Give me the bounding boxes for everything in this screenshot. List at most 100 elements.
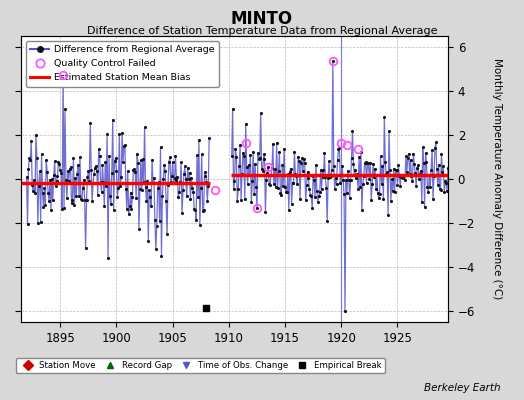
Point (388, 176, 396, 183)
Point (297, 160, 305, 166)
Point (309, 173, 318, 180)
Point (91, 165, 99, 171)
Point (64, 178, 73, 184)
Point (131, 169, 139, 175)
Point (407, 157, 415, 163)
Point (114, 185, 123, 191)
Point (403, 155, 412, 161)
Point (250, 190, 258, 197)
Point (431, 145, 439, 151)
Point (164, 182, 172, 188)
Point (130, 166, 138, 173)
Point (70, 201, 79, 208)
Point (68, 200, 76, 206)
Point (167, 179, 175, 186)
Point (345, 177, 353, 184)
Point (171, 152, 180, 159)
Point (142, 198, 150, 205)
Point (338, 163, 346, 169)
Point (244, 181, 252, 187)
Point (295, 158, 303, 164)
Point (152, 223, 161, 229)
Text: Berkeley Earth: Berkeley Earth (424, 383, 500, 393)
Point (92, 163, 100, 169)
Point (201, 168, 210, 175)
Point (319, 174, 328, 180)
Point (350, 172, 358, 178)
Point (125, 211, 133, 217)
Point (26, 157, 35, 163)
Point (256, 155, 264, 161)
Point (181, 163, 189, 170)
Point (390, 189, 399, 195)
Point (182, 176, 190, 183)
Point (247, 199, 256, 206)
Point (107, 170, 116, 176)
Point (303, 168, 312, 175)
Point (75, 193, 83, 200)
Point (271, 184, 280, 190)
Point (329, 58, 337, 64)
Point (415, 176, 423, 182)
Point (270, 166, 279, 172)
Point (342, 177, 350, 183)
Point (186, 196, 194, 202)
Point (113, 193, 122, 200)
Point (111, 158, 119, 164)
Point (355, 154, 363, 161)
Point (239, 153, 248, 160)
Point (156, 218, 164, 224)
Point (82, 197, 91, 204)
Point (301, 160, 309, 166)
Point (232, 154, 241, 160)
Point (380, 114, 388, 121)
Point (276, 190, 285, 196)
Point (177, 159, 185, 166)
Point (53, 173, 62, 180)
Point (377, 180, 386, 187)
Point (168, 173, 176, 180)
Point (149, 180, 157, 186)
Point (429, 196, 437, 202)
Point (120, 143, 128, 150)
Point (79, 185, 87, 191)
Point (23, 174, 31, 180)
Point (291, 171, 300, 177)
Point (442, 180, 450, 186)
Point (420, 160, 428, 166)
Point (193, 152, 201, 158)
Point (402, 169, 411, 175)
Point (169, 180, 178, 186)
Point (236, 142, 244, 148)
Point (282, 188, 290, 195)
Point (381, 159, 389, 166)
Point (175, 189, 183, 195)
Point (301, 197, 310, 204)
Point (290, 149, 299, 155)
Point (202, 179, 211, 185)
Point (393, 182, 401, 188)
Point (262, 177, 270, 184)
Point (328, 167, 336, 174)
Point (267, 172, 275, 178)
Point (417, 168, 425, 174)
Point (396, 182, 405, 189)
Point (195, 222, 204, 228)
Point (40, 185, 49, 192)
Point (63, 168, 72, 174)
Point (107, 201, 115, 208)
Point (258, 168, 267, 174)
Point (43, 169, 51, 175)
Point (252, 184, 260, 190)
Point (62, 177, 70, 183)
Point (55, 161, 63, 167)
Point (71, 174, 80, 181)
Point (376, 153, 385, 160)
Point (139, 179, 148, 186)
Point (408, 178, 417, 184)
Point (394, 162, 402, 168)
Point (348, 127, 357, 134)
Point (310, 176, 318, 183)
Point (148, 156, 156, 163)
Point (52, 178, 61, 184)
